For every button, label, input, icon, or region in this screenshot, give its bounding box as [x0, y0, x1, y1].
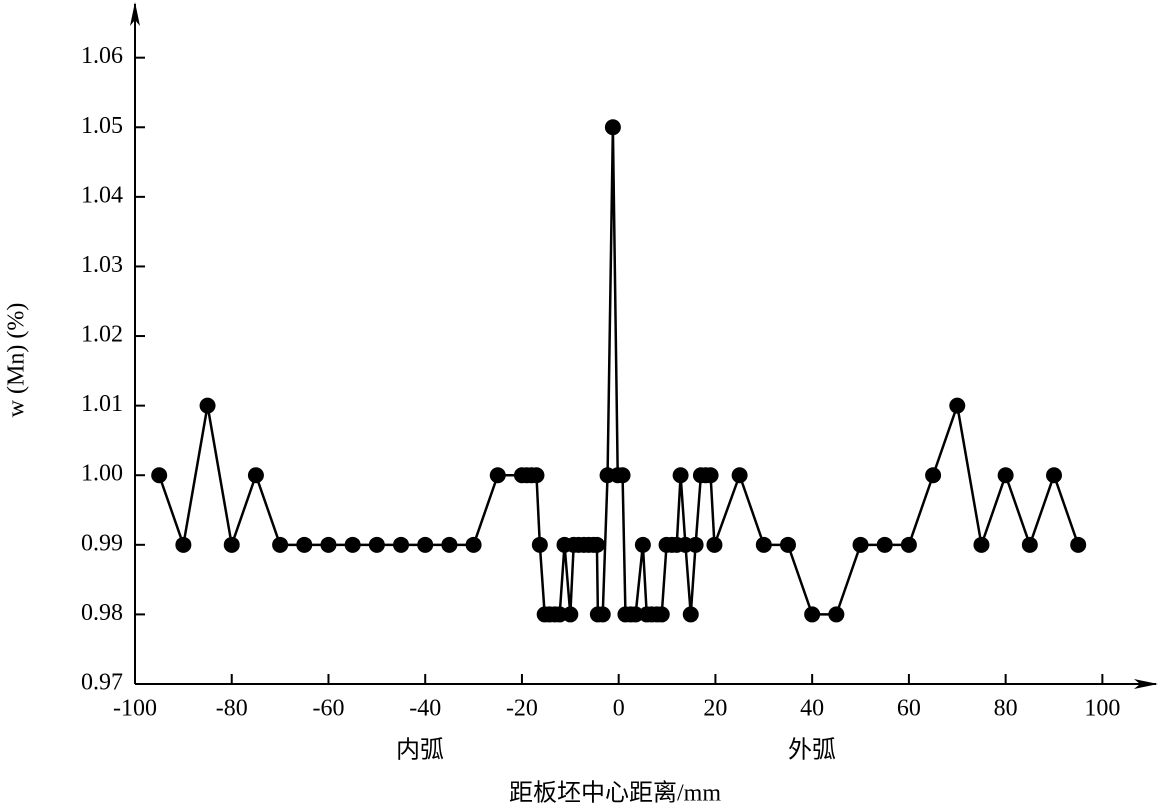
- data-point: [272, 536, 289, 553]
- data-point: [531, 536, 548, 553]
- y-tick-label: 1.05: [81, 113, 123, 139]
- x-tick-label: -40: [409, 696, 441, 722]
- data-point: [1021, 536, 1038, 553]
- data-point: [344, 536, 361, 553]
- data-point: [175, 536, 192, 553]
- y-tick-label: 1.00: [81, 461, 123, 487]
- x-axis-arrow: [1134, 679, 1158, 689]
- data-point: [489, 467, 506, 484]
- y-tick-label: 1.04: [81, 182, 123, 208]
- y-tick-label: 1.01: [81, 391, 123, 417]
- x-tick-label: 60: [897, 696, 921, 722]
- x-tick-label: -80: [216, 696, 248, 722]
- y-tick-label: 0.97: [81, 670, 123, 696]
- data-point: [465, 536, 482, 553]
- data-point: [320, 536, 337, 553]
- data-point: [828, 606, 845, 623]
- data-point: [755, 536, 772, 553]
- y-axis-arrow: [130, 2, 140, 26]
- data-point: [151, 467, 168, 484]
- data-point: [247, 467, 264, 484]
- x-tick-label: -100: [113, 696, 157, 722]
- data-point: [296, 536, 313, 553]
- data-point: [706, 536, 723, 553]
- y-tick-label: 1.06: [81, 43, 123, 69]
- x-tick-label: 0: [613, 696, 625, 722]
- data-point: [223, 536, 240, 553]
- data-point: [949, 397, 966, 414]
- y-axis-label: w (Mn) (%): [4, 303, 30, 418]
- data-point: [973, 536, 990, 553]
- data-point: [199, 397, 216, 414]
- x-tick-label: -60: [312, 696, 344, 722]
- data-point: [682, 606, 699, 623]
- data-point: [614, 467, 631, 484]
- data-point: [900, 536, 917, 553]
- data-point: [604, 119, 621, 136]
- data-point: [627, 606, 644, 623]
- x-tick-label: 100: [1084, 696, 1120, 722]
- data-line: [158, 127, 1080, 616]
- x-tick-label: 20: [703, 696, 727, 722]
- annotation: 外弧: [788, 737, 836, 764]
- x-tick-label: 40: [800, 696, 824, 722]
- data-point: [594, 606, 611, 623]
- x-axis-label: 距板坯中心距离/mm: [509, 780, 721, 807]
- y-tick-label: 0.99: [81, 530, 123, 556]
- data-point: [702, 467, 719, 484]
- data-point: [876, 536, 893, 553]
- data-point: [1046, 467, 1063, 484]
- y-tick-label: 1.02: [81, 322, 123, 348]
- data-point: [562, 606, 579, 623]
- data-point: [528, 467, 545, 484]
- data-point: [1070, 536, 1087, 553]
- x-tick-label: -20: [506, 696, 538, 722]
- data-point: [393, 536, 410, 553]
- data-point: [731, 467, 748, 484]
- data-point: [588, 536, 605, 553]
- data-point: [804, 606, 821, 623]
- data-point: [687, 536, 704, 553]
- data-point: [997, 467, 1014, 484]
- data-point: [634, 536, 651, 553]
- data-point: [672, 467, 689, 484]
- y-tick-label: 0.98: [81, 600, 123, 626]
- data-point: [653, 606, 670, 623]
- data-point: [925, 467, 942, 484]
- data-point: [368, 536, 385, 553]
- x-tick-label: 80: [994, 696, 1018, 722]
- annotation: 内弧: [396, 737, 444, 764]
- y-tick-label: 1.03: [81, 252, 123, 278]
- data-point: [779, 536, 796, 553]
- data-point: [852, 536, 869, 553]
- data-point: [441, 536, 458, 553]
- data-point: [417, 536, 434, 553]
